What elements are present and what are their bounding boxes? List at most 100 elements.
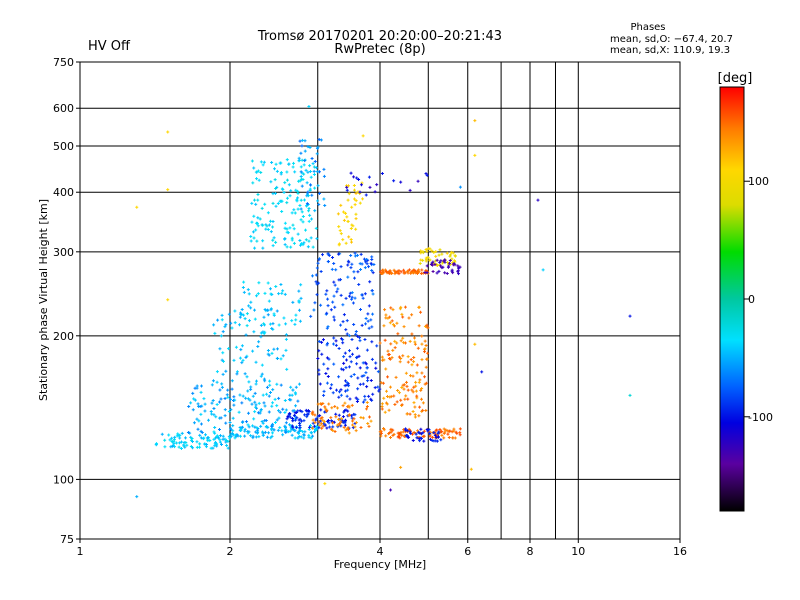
data-point (286, 414, 290, 418)
data-point (326, 419, 330, 423)
data-point (347, 404, 351, 408)
data-point (289, 189, 293, 193)
data-point (390, 319, 394, 323)
data-point (425, 357, 429, 361)
data-point (299, 218, 303, 222)
data-point (218, 400, 222, 404)
data-point (166, 188, 170, 192)
data-point (369, 261, 373, 265)
data-point (358, 190, 362, 194)
data-point (438, 260, 442, 264)
data-point (297, 299, 301, 303)
data-point (337, 225, 341, 229)
data-point (241, 286, 245, 290)
data-point (399, 398, 403, 402)
data-point (407, 316, 411, 320)
data-point (380, 402, 384, 406)
data-point (199, 429, 203, 433)
data-point (267, 410, 271, 414)
data-point (356, 270, 360, 274)
data-point (332, 315, 336, 319)
data-point (406, 435, 410, 439)
data-point (329, 308, 333, 312)
data-point (313, 209, 317, 213)
data-point (320, 426, 324, 430)
data-point (390, 356, 394, 360)
data-point (281, 407, 285, 411)
data-point (447, 436, 451, 440)
data-point (400, 312, 404, 316)
data-point (386, 270, 390, 274)
data-point (278, 410, 282, 414)
data-point (200, 404, 204, 408)
data-point (256, 411, 260, 415)
data-point (361, 361, 365, 365)
data-point (245, 420, 249, 424)
data-point (345, 185, 349, 189)
data-point (270, 424, 274, 428)
data-point (257, 340, 261, 344)
data-point (262, 322, 266, 326)
data-point (304, 228, 308, 232)
data-point (215, 380, 219, 384)
data-point (311, 426, 315, 430)
data-point (306, 170, 310, 174)
data-point (251, 394, 255, 398)
data-point (422, 434, 426, 438)
data-point (294, 426, 298, 430)
data-point (367, 175, 371, 179)
data-point (173, 435, 177, 439)
data-point (270, 404, 274, 408)
data-point (285, 178, 289, 182)
data-point (296, 430, 300, 434)
data-point (350, 352, 354, 356)
data-point (234, 434, 238, 438)
data-point (361, 382, 365, 386)
data-point (355, 362, 359, 366)
data-point (370, 258, 374, 262)
data-point (391, 323, 395, 327)
data-point (310, 157, 314, 161)
data-point (411, 432, 415, 436)
data-point (307, 209, 311, 213)
data-point (321, 338, 325, 342)
data-point (279, 383, 283, 387)
data-point (322, 167, 326, 171)
data-point (309, 314, 313, 318)
data-point (437, 269, 441, 273)
data-point (341, 419, 345, 423)
data-point (398, 436, 402, 440)
data-point (296, 232, 300, 236)
data-point (313, 424, 317, 428)
data-point (332, 262, 336, 266)
data-point (365, 407, 369, 411)
data-point (386, 349, 390, 353)
data-point (264, 425, 268, 429)
data-point (350, 262, 354, 266)
data-point (349, 227, 353, 231)
data-point (380, 358, 384, 362)
data-point (308, 187, 312, 191)
data-point (361, 134, 365, 138)
data-point (415, 272, 419, 276)
data-point (297, 289, 301, 293)
data-point (363, 266, 367, 270)
data-point (240, 312, 244, 316)
data-point (361, 296, 365, 300)
data-point (325, 326, 329, 330)
data-point (455, 431, 459, 435)
data-point (243, 429, 247, 433)
data-point (451, 251, 455, 255)
data-point (453, 436, 457, 440)
data-point (342, 425, 346, 429)
data-point (271, 422, 275, 426)
data-point (314, 226, 318, 230)
colorbar-tick-label: 100 (748, 175, 769, 188)
data-point (399, 339, 403, 343)
data-point (368, 185, 372, 189)
data-point (242, 290, 246, 294)
data-point (402, 268, 406, 272)
data-point (458, 433, 462, 437)
data-point (167, 433, 171, 437)
data-point (268, 383, 272, 387)
